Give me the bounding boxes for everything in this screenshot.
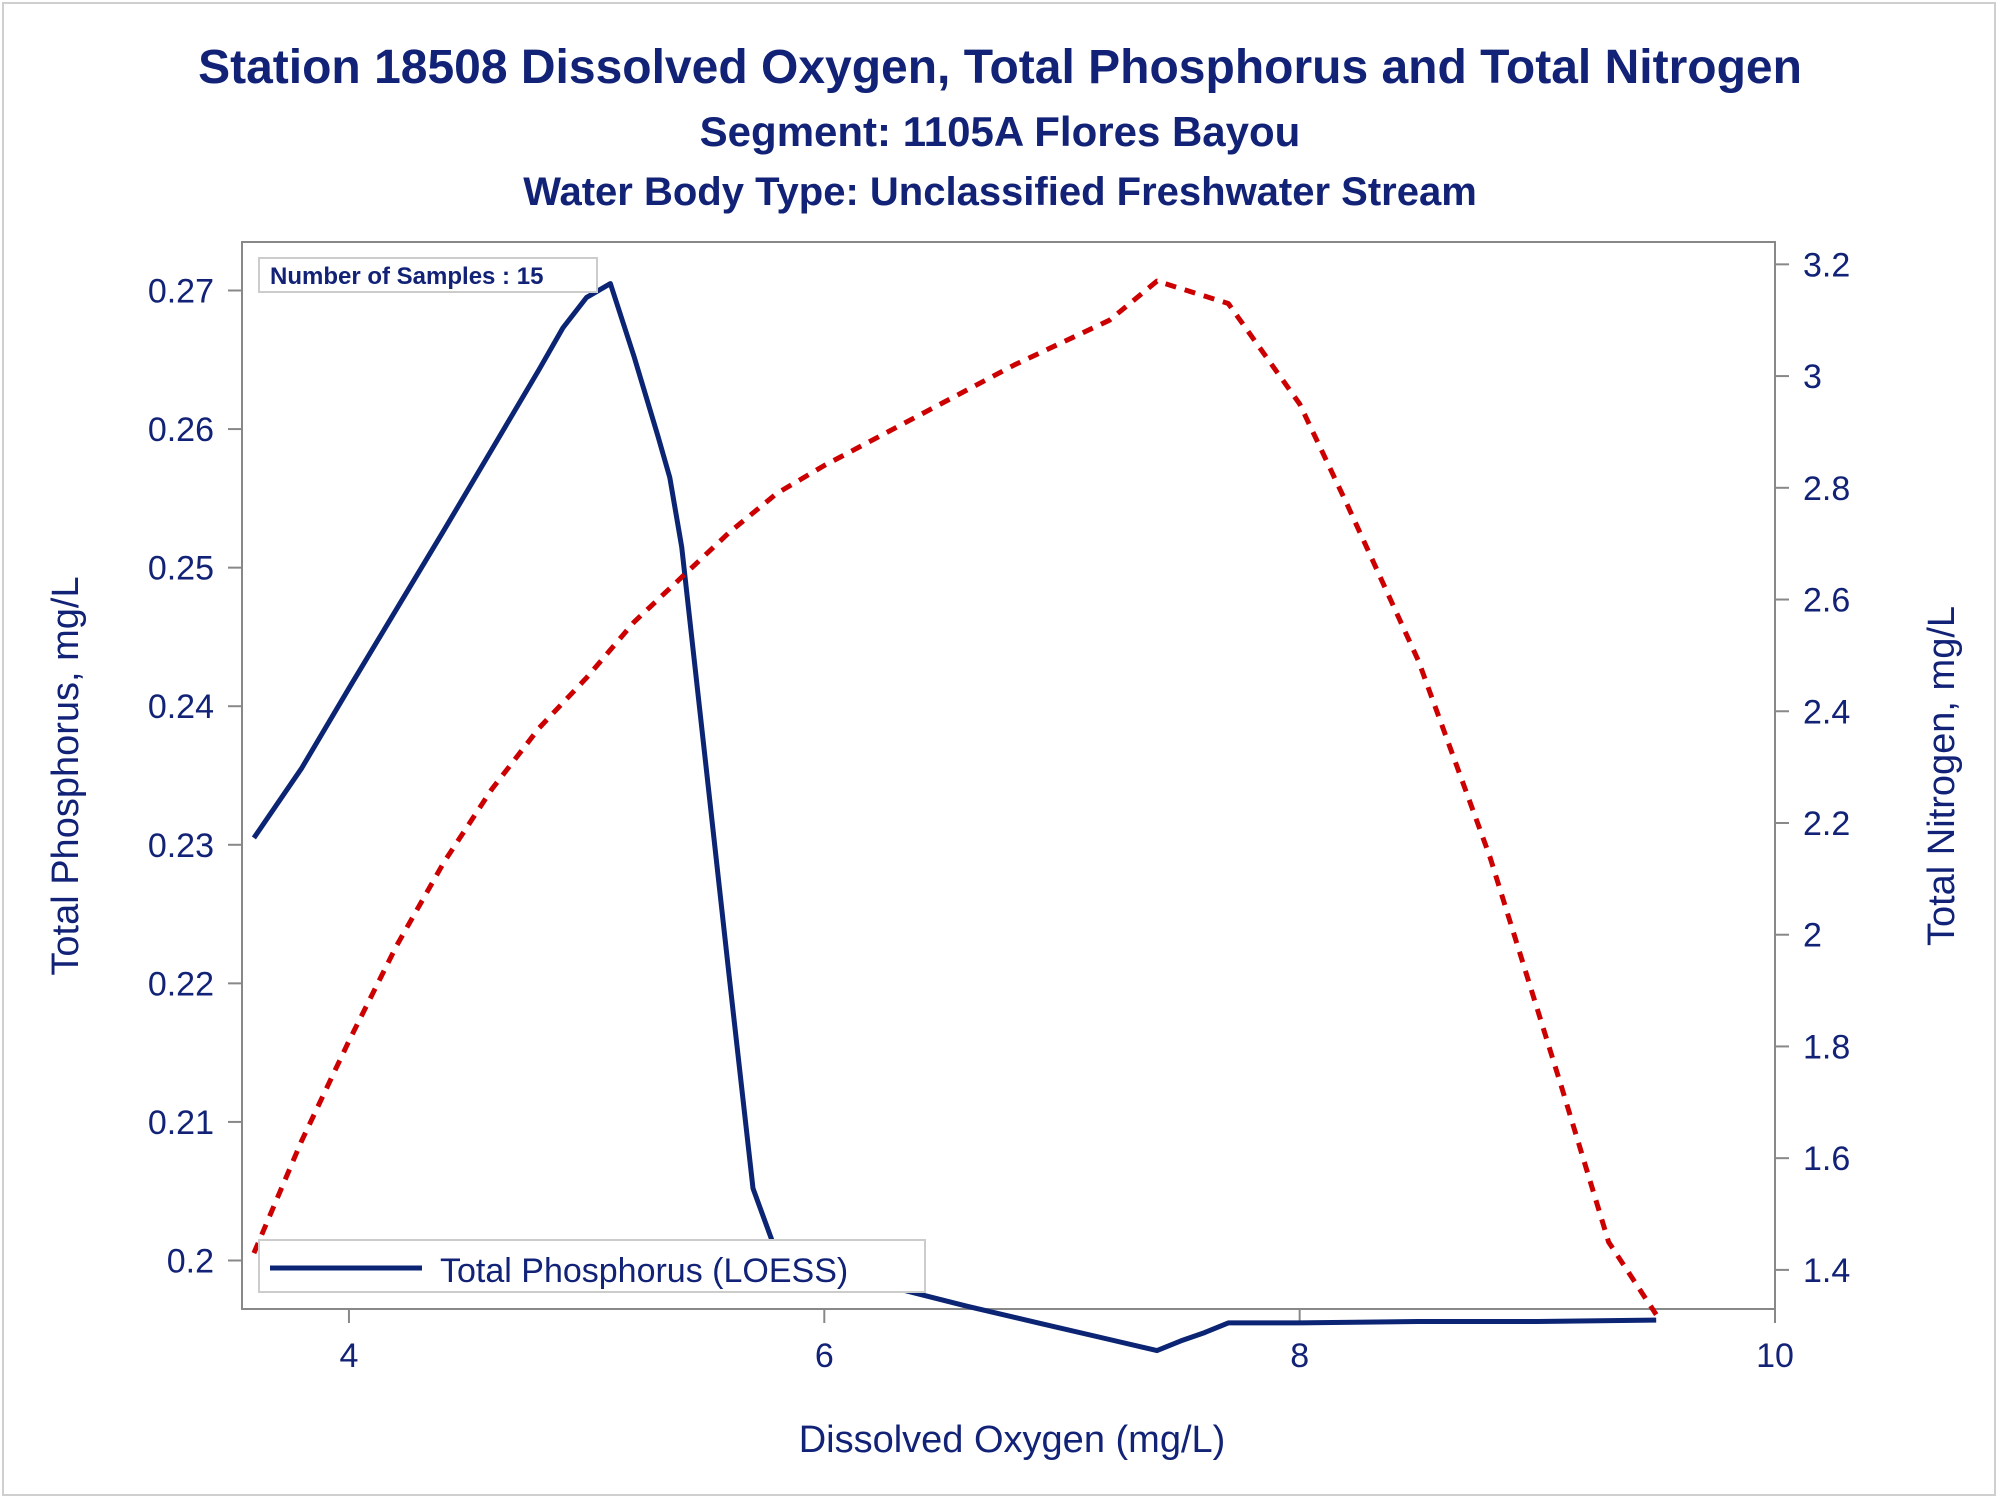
x-axis: 4 6 8 10	[339, 1309, 1794, 1375]
y2-tick-label: 1.8	[1803, 1028, 1850, 1066]
plot-area	[241, 241, 1776, 1310]
y-tick-label: 0.2	[167, 1243, 214, 1281]
chart-subtitle-water-body: Water Body Type: Unclassified Freshwater…	[523, 170, 1477, 214]
y2-tick-label: 2.4	[1803, 693, 1850, 731]
x-tick-label: 4	[339, 1337, 358, 1375]
y2-tick-label: 3.2	[1803, 246, 1850, 284]
total-phosphorus-line	[251, 281, 1657, 1354]
y2-tick-label: 2.2	[1803, 805, 1850, 843]
y2-tick-label: 2.8	[1803, 470, 1850, 508]
y2-tick-label: 3	[1803, 358, 1822, 396]
y2-tick-label: 1.6	[1803, 1140, 1850, 1178]
y-axis-right: 1.4 1.6 1.8 2 2.2 2.4 2.6 2.8 3 3.2	[1775, 246, 1850, 1290]
y2-tick-label: 2	[1803, 917, 1822, 955]
x-tick-label: 8	[1290, 1337, 1309, 1375]
y-tick-label: 0.27	[148, 273, 214, 311]
y2-tick-label: 2.6	[1803, 582, 1850, 620]
chart-title: Station 18508 Dissolved Oxygen, Total Ph…	[198, 41, 1802, 94]
y-axis-right-label: Total Nitrogen, mg/L	[1921, 606, 1963, 946]
legend: Total Phosphorus (LOESS)	[258, 1239, 926, 1293]
y-tick-label: 0.23	[148, 827, 214, 865]
x-axis-label: Dissolved Oxygen (mg/L)	[799, 1419, 1226, 1461]
annotation-box	[258, 257, 598, 293]
y-tick-label: 0.25	[148, 550, 214, 588]
x-tick-label: 6	[815, 1337, 834, 1375]
legend-label-phosphorus: Total Phosphorus (LOESS)	[440, 1252, 848, 1290]
total-nitrogen-line	[251, 278, 1659, 1316]
y-tick-label: 0.21	[148, 1104, 214, 1142]
y-axis-left: 0.2 0.21 0.22 0.23 0.24 0.25 0.26 0.27	[148, 273, 242, 1281]
series-layer	[251, 278, 1659, 1354]
y-tick-label: 0.22	[148, 965, 214, 1003]
y-axis-left-label: Total Phosphorus, mg/L	[45, 576, 87, 975]
x-tick-label: 10	[1756, 1337, 1794, 1375]
sample-count-annotation: Number of Samples : 15	[258, 257, 598, 293]
chart-subtitle-segment: Segment: 1105A Flores Bayou	[699, 108, 1301, 155]
y2-tick-label: 1.4	[1803, 1252, 1850, 1290]
y-tick-label: 0.26	[148, 411, 214, 449]
annotation-text: Number of Samples : 15	[270, 263, 543, 290]
y-tick-label: 0.24	[148, 688, 214, 726]
